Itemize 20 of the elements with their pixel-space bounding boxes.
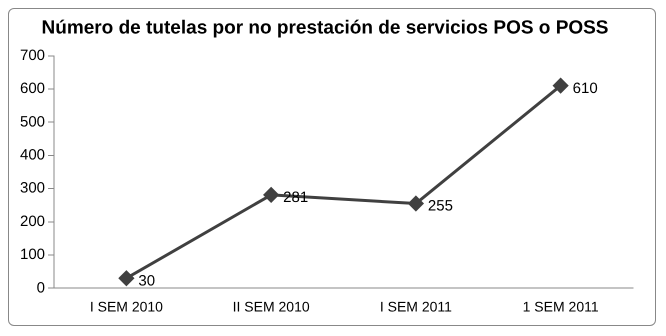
y-tick-label: 100 xyxy=(20,246,46,264)
x-tick-label: 1 SEM 2011 xyxy=(522,298,599,314)
point xyxy=(264,187,279,202)
y-tick-label: 200 xyxy=(20,212,46,230)
x-tick-label: II SEM 2010 xyxy=(232,298,310,314)
point xyxy=(408,196,424,212)
chart-title: Número de tutelas por no prestación de servicios POS o POSS xyxy=(42,18,608,39)
data-label: 30 xyxy=(138,272,156,290)
data-label: 610 xyxy=(572,80,598,97)
y-tick-label: 0 xyxy=(36,279,46,296)
y-tick-label: 400 xyxy=(20,146,46,164)
y-tick-label: 700 xyxy=(20,46,46,64)
x-tick-label: I SEM 2010 xyxy=(90,298,164,314)
y-tick-label: 500 xyxy=(20,113,46,130)
point xyxy=(118,270,134,286)
y-tick-label: 300 xyxy=(20,180,46,197)
y-tick-label: 600 xyxy=(20,80,46,98)
point xyxy=(553,78,568,94)
x-tick-label: I SEM 2011 xyxy=(380,298,452,314)
data-label: 255 xyxy=(428,198,453,215)
